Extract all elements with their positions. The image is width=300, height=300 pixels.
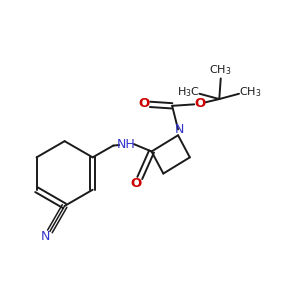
Text: O: O <box>139 97 150 110</box>
Text: CH$_3$: CH$_3$ <box>239 85 261 99</box>
Text: NH: NH <box>117 138 136 151</box>
Text: N: N <box>40 230 50 243</box>
Text: O: O <box>130 177 142 190</box>
Text: N: N <box>175 124 184 136</box>
Text: H$_3$C: H$_3$C <box>177 85 200 99</box>
Text: O: O <box>194 97 206 110</box>
Text: CH$_3$: CH$_3$ <box>209 63 232 76</box>
